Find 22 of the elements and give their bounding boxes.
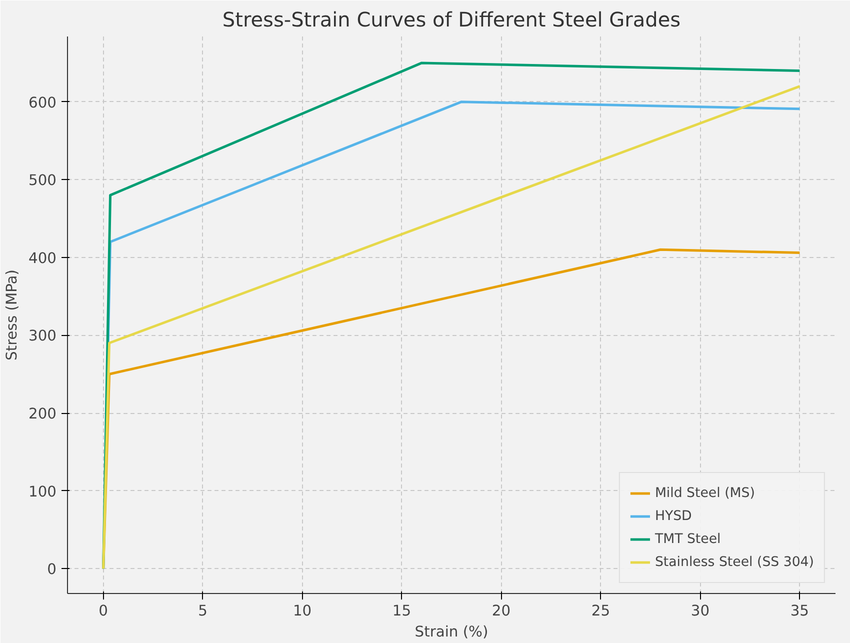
legend-label: HYSD [654, 508, 692, 524]
y-tick-label: 500 [28, 172, 57, 190]
x-tick-label: 35 [790, 602, 810, 620]
chart-title: Stress-Strain Curves of Different Steel Grades [222, 8, 681, 32]
x-axis-title: Strain (%) [414, 624, 488, 640]
y-tick-label: 300 [28, 328, 57, 345]
legend-label: Stainless Steel (SS 304) [654, 554, 814, 570]
y-tick-label: 100 [28, 483, 57, 500]
x-tick-label: 5 [198, 602, 208, 620]
y-tick-label: 0 [47, 561, 57, 578]
x-tick-label: 15 [392, 602, 412, 620]
legend-label: TMT Steel [654, 532, 721, 546]
y-tick-label: 400 [28, 250, 57, 267]
x-tick-label: 30 [690, 602, 710, 620]
x-tick-label: 25 [591, 602, 610, 620]
x-tick-label: 10 [292, 602, 312, 620]
legend-label: Mild Steel (MS) [654, 486, 755, 500]
y-axis-title: Stress (MPa) [4, 270, 21, 360]
y-tick-label: 200 [28, 406, 57, 423]
y-tick-label: 600 [28, 94, 57, 112]
x-tick-label: 0 [98, 602, 108, 620]
x-tick-label: 20 [492, 602, 511, 620]
